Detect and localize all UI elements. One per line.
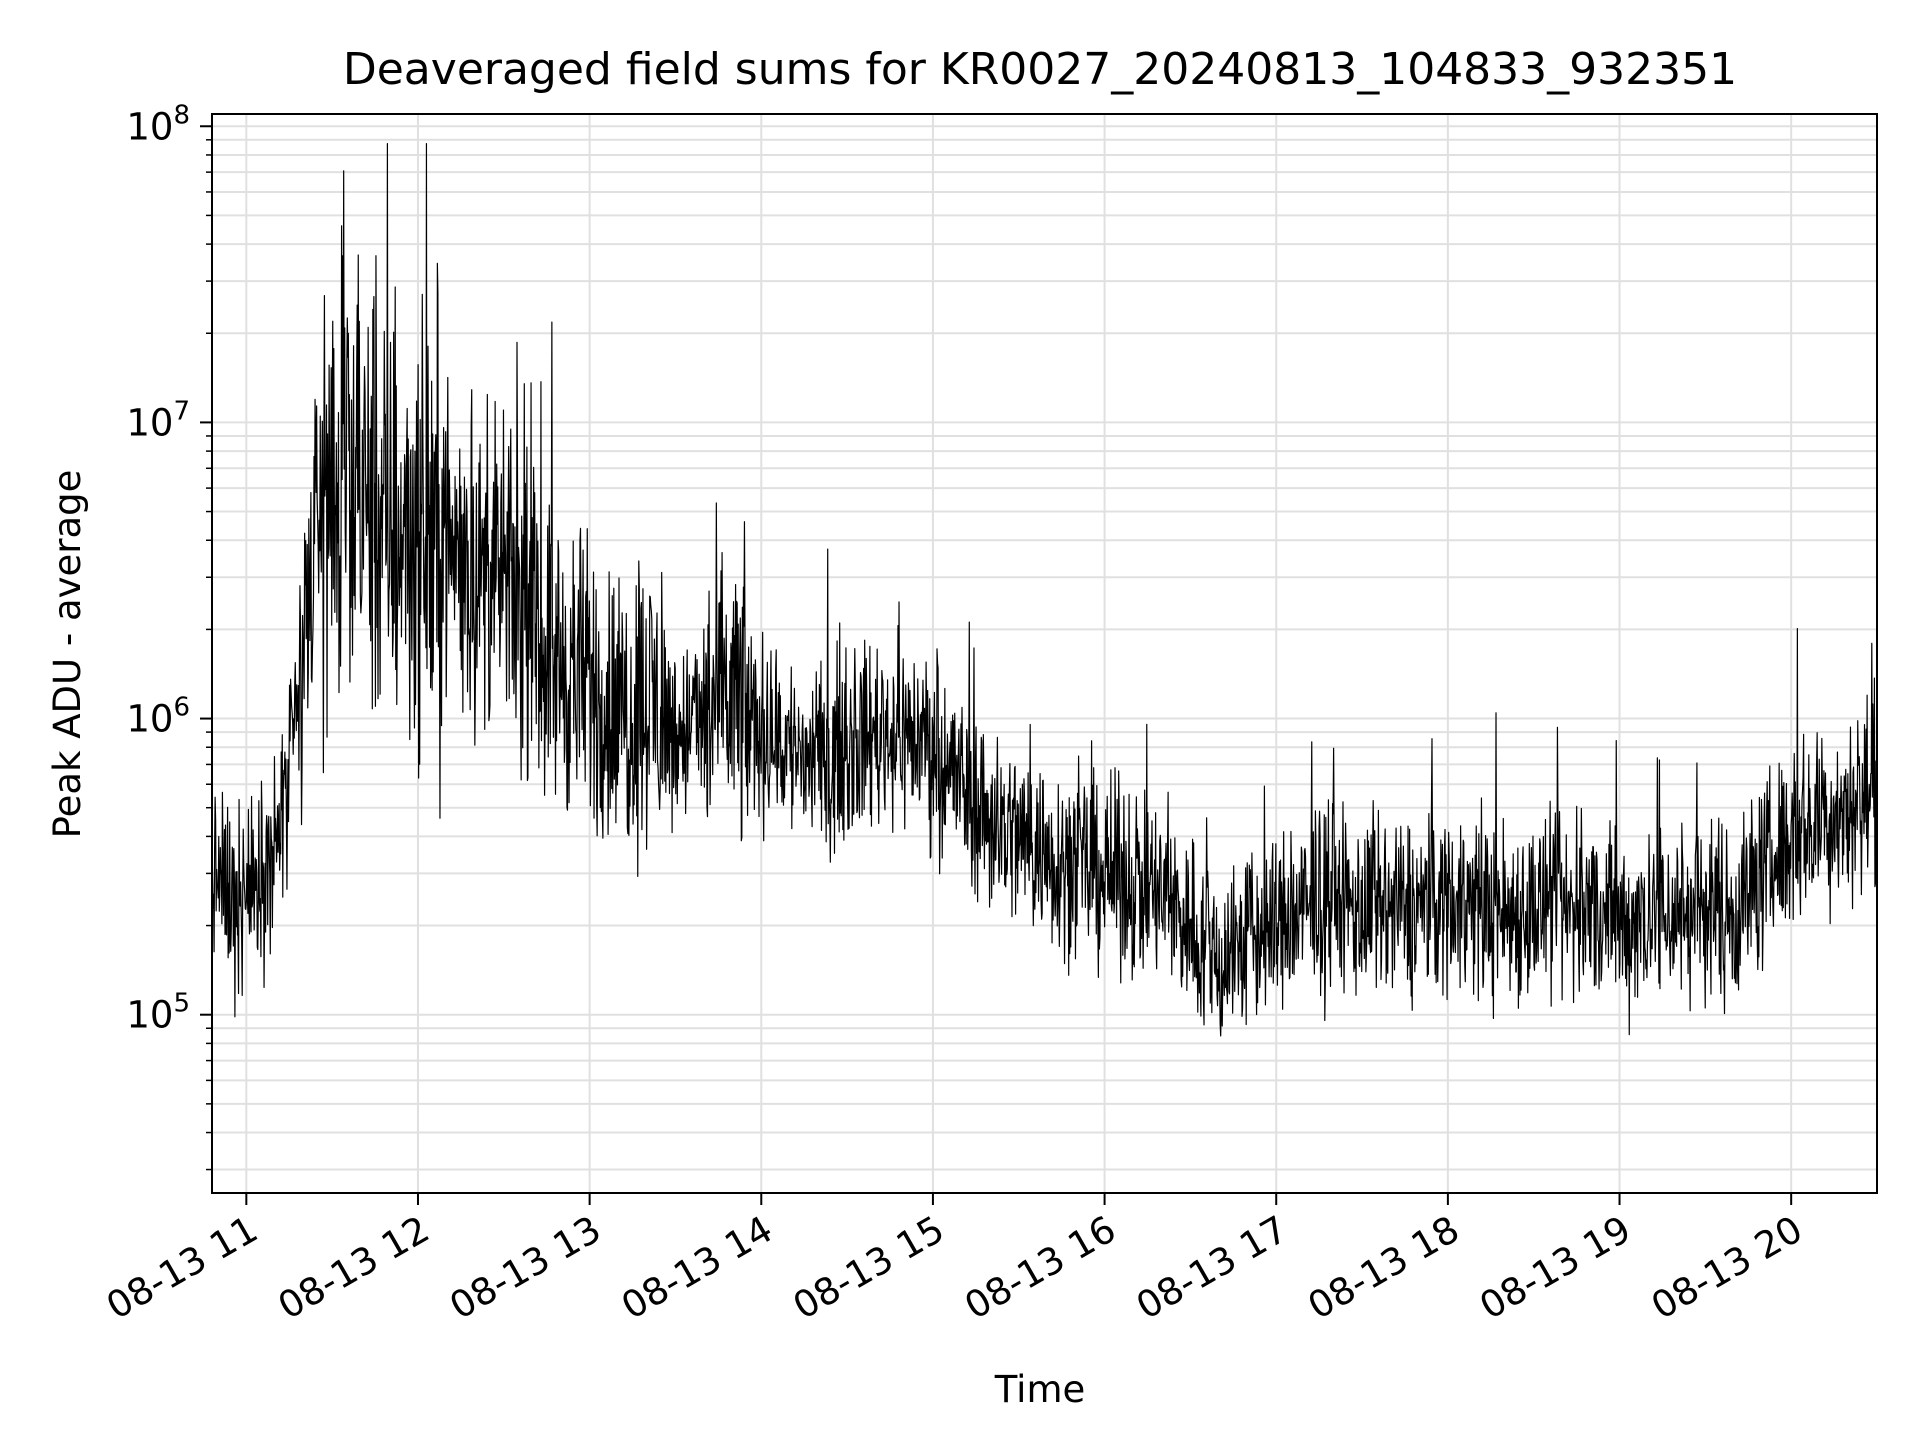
- y-axis-ticks: 105 106 107 108: [126, 100, 212, 1171]
- chart-title: Deaveraged field sums for KR0027_2024081…: [343, 44, 1737, 95]
- y-tick-label: 106: [126, 693, 190, 741]
- minor-gridlines: [212, 138, 1877, 1171]
- y-axis-label: Peak ADU - average: [46, 470, 89, 839]
- x-axis-label: Time: [994, 1368, 1086, 1411]
- plot-frame: [211, 113, 1878, 1194]
- y-tick-label: 108: [126, 100, 190, 148]
- data-line: [211, 143, 1878, 1037]
- y-tick-label: 105: [126, 989, 190, 1037]
- y-tick-label: 107: [126, 396, 190, 444]
- series-line: [211, 143, 1878, 1037]
